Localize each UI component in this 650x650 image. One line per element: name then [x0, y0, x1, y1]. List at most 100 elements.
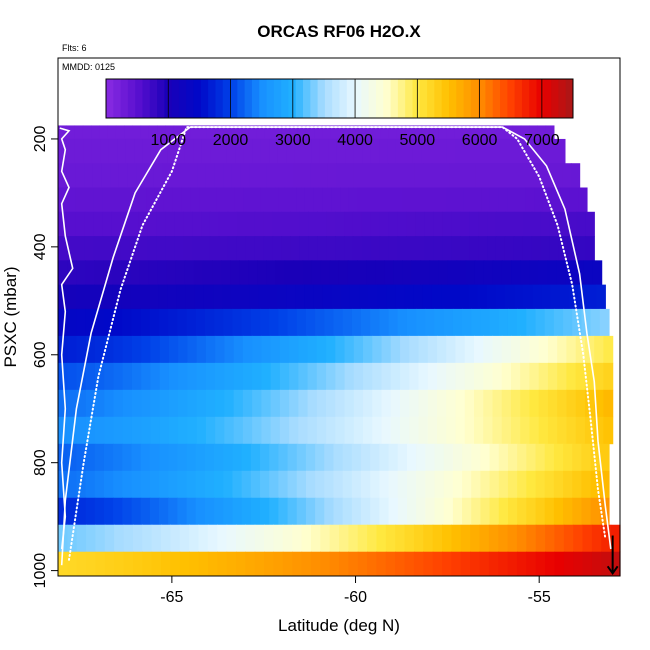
- heatmap-cell: [141, 416, 152, 445]
- heatmap-cell: [411, 260, 422, 286]
- y-tick-label: 1000: [32, 553, 49, 589]
- heatmap-cell: [284, 163, 294, 188]
- heatmap-cell: [66, 211, 77, 237]
- heatmap-cell: [273, 551, 284, 577]
- heatmap-cell: [275, 260, 286, 286]
- heatmap-cell: [379, 236, 390, 261]
- heatmap-cell: [339, 551, 349, 577]
- heatmap-cell: [603, 389, 614, 418]
- heatmap-cell: [214, 497, 224, 526]
- heatmap-cell: [171, 163, 181, 188]
- heatmap-cell: [242, 389, 253, 418]
- heatmap-cell: [94, 308, 105, 337]
- heatmap-cell: [406, 308, 417, 337]
- heatmap-cell: [575, 362, 586, 391]
- heatmap-cell: [511, 260, 521, 286]
- heatmap-cell: [413, 551, 424, 577]
- heatmap-cell: [575, 389, 586, 418]
- heatmap-cell: [110, 187, 121, 213]
- heatmap-cell: [261, 416, 272, 445]
- heatmap-cell: [292, 551, 303, 577]
- heatmap-cell: [437, 362, 447, 391]
- heatmap-cell: [547, 389, 558, 418]
- heatmap-cell: [553, 443, 564, 472]
- heatmap-cell: [205, 389, 216, 418]
- heatmap-cell: [510, 163, 520, 188]
- colorbar-swatch: [354, 79, 362, 118]
- heatmap-cell: [335, 362, 346, 391]
- heatmap-cell: [471, 308, 482, 337]
- heatmap-cell: [342, 308, 353, 337]
- heatmap-cell: [168, 443, 178, 472]
- heatmap-cell: [536, 163, 546, 188]
- heatmap-cell: [279, 389, 290, 418]
- heatmap-cell: [330, 125, 340, 140]
- heatmap-cell: [492, 335, 503, 364]
- heatmap-cell: [464, 335, 475, 364]
- heatmap-cell: [570, 163, 581, 188]
- colorbar-swatch: [222, 79, 231, 118]
- heatmap-cell: [497, 138, 507, 164]
- heatmap-cell: [538, 362, 549, 391]
- heatmap-cell: [122, 443, 133, 472]
- heatmap-cell: [457, 163, 468, 188]
- heatmap-cell: [335, 236, 345, 261]
- heatmap-cell: [567, 236, 578, 261]
- heatmap-cell: [215, 389, 225, 418]
- heatmap-cell: [549, 236, 560, 261]
- heatmap-cell: [390, 335, 401, 364]
- heatmap-cell: [526, 524, 537, 553]
- heatmap-cell: [404, 551, 415, 577]
- heatmap-cell: [93, 187, 103, 213]
- heatmap-cell: [498, 470, 509, 499]
- heatmap-cell: [501, 260, 512, 286]
- heatmap-cell: [450, 284, 460, 310]
- heatmap-cell: [581, 497, 592, 526]
- heatmap-cell: [361, 470, 371, 499]
- heatmap-cell: [296, 187, 306, 213]
- heatmap-cell: [487, 236, 497, 261]
- heatmap-cell: [168, 308, 178, 337]
- heatmap-cell: [372, 416, 383, 445]
- heatmap-cell: [413, 284, 424, 310]
- heatmap-cell: [529, 125, 538, 140]
- colorbar-swatch: [412, 79, 421, 118]
- heatmap-cell: [201, 211, 211, 237]
- heatmap-cell: [95, 524, 106, 553]
- heatmap-cell: [227, 236, 238, 261]
- heatmap-cell: [327, 163, 337, 188]
- heatmap-cell: [74, 125, 84, 140]
- heatmap-cell: [299, 211, 309, 237]
- heatmap-cell: [82, 125, 92, 140]
- heatmap-cell: [326, 362, 336, 391]
- heatmap-cell: [166, 260, 177, 286]
- heatmap-cell: [67, 260, 77, 286]
- heatmap-cell: [368, 284, 378, 310]
- heatmap-cell: [388, 308, 399, 337]
- heatmap-cell: [531, 211, 542, 237]
- heatmap-cell: [292, 524, 303, 553]
- colorbar-swatch: [419, 79, 428, 118]
- heatmap-cell: [538, 260, 548, 286]
- heatmap-cell: [93, 211, 104, 237]
- heatmap-cell: [140, 443, 151, 472]
- heatmap-cell: [279, 362, 290, 391]
- heatmap-cell: [387, 138, 397, 164]
- heatmap-cell: [351, 308, 362, 337]
- heatmap-cell: [492, 362, 503, 391]
- y-tick-label: 800: [32, 449, 49, 476]
- heatmap-cell: [483, 163, 494, 188]
- heatmap-cell: [120, 236, 131, 261]
- heatmap-cell: [242, 416, 253, 445]
- heatmap-cell: [304, 284, 315, 310]
- heatmap-cell: [395, 284, 406, 310]
- heatmap-cell: [141, 335, 152, 364]
- heatmap-cell: [481, 187, 491, 213]
- heatmap-cell: [75, 163, 85, 188]
- colorbar-swatch: [106, 79, 114, 118]
- heatmap-cell: [342, 497, 353, 526]
- heatmap-cell: [214, 163, 224, 188]
- heatmap-cell: [329, 524, 340, 553]
- heatmap-cell: [318, 163, 329, 188]
- heatmap-cell: [250, 308, 261, 337]
